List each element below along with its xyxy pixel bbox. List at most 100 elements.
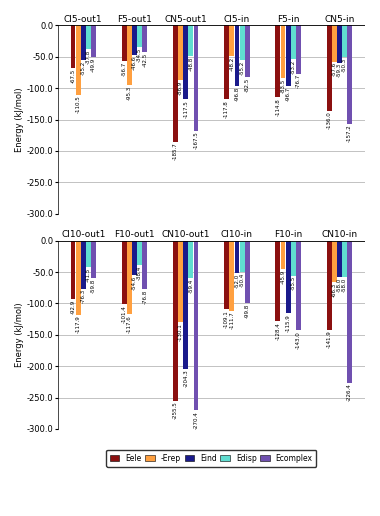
Bar [296, 240, 301, 330]
Text: -96.8: -96.8 [234, 87, 239, 101]
Text: -49.9: -49.9 [91, 57, 96, 72]
Text: -128.4: -128.4 [276, 322, 280, 340]
Bar [337, 240, 342, 277]
Bar [327, 25, 332, 111]
Text: -67.5: -67.5 [71, 69, 76, 83]
Bar [276, 240, 280, 321]
Bar [91, 240, 96, 278]
Bar [127, 240, 132, 314]
Bar [230, 240, 234, 311]
Text: -42.5: -42.5 [142, 53, 147, 67]
Text: -117.6: -117.6 [127, 315, 132, 333]
Text: -226.4: -226.4 [347, 383, 352, 401]
Bar [173, 25, 178, 142]
Bar [91, 25, 96, 57]
Bar [245, 240, 250, 303]
Text: -270.4: -270.4 [193, 411, 198, 429]
Bar [76, 240, 81, 315]
Bar [240, 25, 244, 60]
Text: -83.5: -83.5 [280, 78, 285, 93]
Bar [122, 25, 127, 61]
Bar [296, 25, 301, 73]
Text: -167.5: -167.5 [193, 131, 198, 149]
Text: -99.8: -99.8 [245, 304, 250, 318]
Text: -59.4: -59.4 [188, 279, 193, 293]
Bar [342, 240, 347, 277]
Y-axis label: Energy (kJ/mol): Energy (kJ/mol) [15, 87, 24, 152]
Text: -34.5: -34.5 [137, 47, 142, 62]
Text: -56.7: -56.7 [122, 61, 127, 76]
Bar [234, 240, 239, 273]
Text: -76.7: -76.7 [296, 74, 301, 88]
Bar [178, 240, 183, 322]
Text: -48.2: -48.2 [230, 56, 234, 71]
Bar [142, 25, 147, 52]
Bar [327, 240, 332, 330]
Bar [234, 25, 239, 86]
Text: -117.5: -117.5 [183, 100, 188, 118]
Bar [240, 240, 244, 272]
Text: -76.8: -76.8 [142, 289, 147, 304]
Bar [183, 240, 188, 369]
Bar [291, 240, 296, 276]
Text: -54.6: -54.6 [132, 276, 137, 290]
Bar [127, 25, 132, 85]
Text: -57.6: -57.6 [332, 62, 337, 76]
Bar [224, 240, 229, 309]
Text: -46.6: -46.6 [132, 55, 137, 70]
Bar [291, 25, 296, 59]
Text: -114.8: -114.8 [276, 98, 280, 116]
Text: -117.9: -117.9 [76, 315, 81, 333]
Text: -96.7: -96.7 [286, 87, 291, 101]
Text: -115.9: -115.9 [286, 314, 291, 332]
Bar [173, 240, 178, 401]
Bar [347, 240, 352, 383]
Text: -101.4: -101.4 [122, 305, 127, 322]
Text: -48.8: -48.8 [188, 57, 193, 71]
Bar [280, 240, 285, 269]
Bar [86, 25, 91, 49]
Bar [137, 240, 142, 265]
Text: -143.0: -143.0 [296, 331, 301, 349]
Text: -41.5: -41.5 [86, 267, 91, 282]
Text: -52.0: -52.0 [234, 274, 239, 288]
Bar [286, 25, 291, 86]
Bar [280, 25, 285, 78]
Bar [286, 240, 291, 313]
Text: -111.7: -111.7 [230, 312, 234, 329]
Text: -53.2: -53.2 [291, 59, 296, 74]
Text: -204.3: -204.3 [183, 369, 188, 388]
Bar [71, 25, 76, 68]
Text: -82.5: -82.5 [245, 78, 250, 92]
Text: -38.4: -38.4 [137, 265, 142, 280]
Text: -109.1: -109.1 [224, 310, 229, 328]
Text: -141.9: -141.9 [327, 330, 332, 348]
Text: -58.0: -58.0 [337, 278, 342, 292]
Bar [332, 240, 337, 282]
Bar [132, 25, 137, 55]
Bar [188, 240, 193, 278]
Text: -45.9: -45.9 [280, 270, 285, 284]
Bar [71, 240, 76, 299]
Bar [332, 25, 337, 61]
Text: -55.2: -55.2 [239, 61, 245, 75]
Text: -157.2: -157.2 [347, 125, 352, 142]
Text: -58.0: -58.0 [342, 278, 347, 292]
Text: -59.3: -59.3 [337, 63, 342, 77]
Text: -95.3: -95.3 [127, 86, 132, 100]
Text: -59.8: -59.8 [91, 279, 96, 293]
Text: -110.5: -110.5 [76, 95, 81, 113]
Text: -50.3: -50.3 [342, 58, 347, 72]
Text: -37.8: -37.8 [86, 50, 91, 64]
Bar [132, 240, 137, 275]
Bar [347, 25, 352, 124]
Bar [122, 240, 127, 304]
Text: -130.1: -130.1 [178, 323, 183, 341]
Bar [137, 25, 142, 47]
Bar [76, 25, 81, 95]
Text: -136.0: -136.0 [327, 111, 332, 129]
Legend: Eele, -Erep, Eind, Edisp, Ecomplex: Eele, -Erep, Eind, Edisp, Ecomplex [106, 450, 317, 466]
Bar [224, 25, 229, 99]
Bar [342, 25, 347, 57]
Text: -55.2: -55.2 [81, 61, 86, 75]
